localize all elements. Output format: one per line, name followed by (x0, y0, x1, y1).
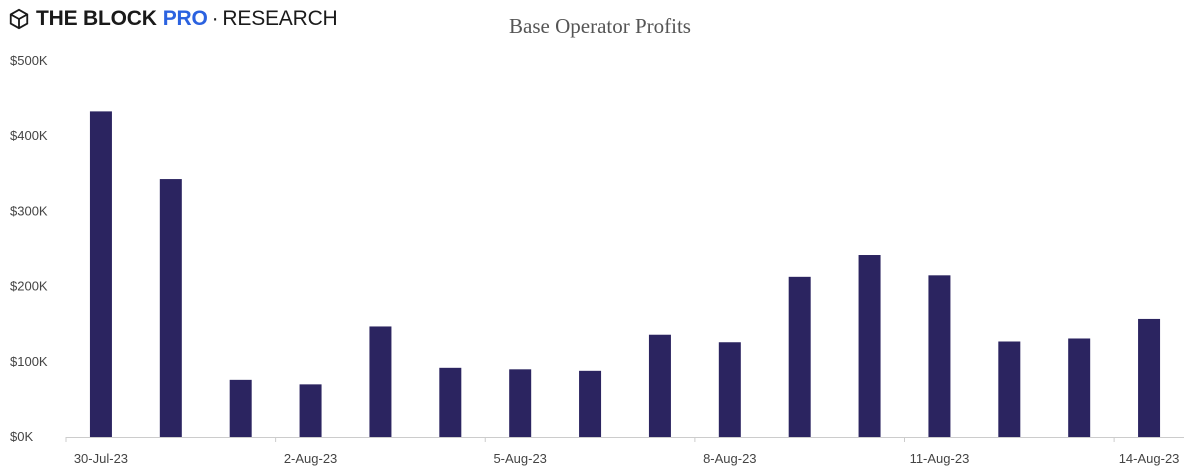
bar (159, 179, 182, 437)
brand-name: THE BLOCK PRO · RESEARCH (36, 7, 338, 31)
y-tick-label: $300K (10, 203, 48, 218)
brand-pro: PRO (162, 7, 208, 30)
bar (369, 326, 392, 437)
chart-title: Base Operator Profits (509, 14, 691, 38)
x-tick-label: 5-Aug-23 (493, 451, 546, 466)
y-axis-ticks: $0K $100K $200K $300K $400K $500K (10, 53, 48, 444)
x-axis-ticks: 30-Jul-23 2-Aug-23 5-Aug-23 8-Aug-23 11-Aug-… (65, 437, 1180, 466)
bar (718, 342, 741, 437)
bar (788, 276, 811, 437)
brand-header: THE BLOCK PRO · RESEARCH (8, 6, 338, 32)
bar (89, 111, 112, 437)
bar (229, 379, 252, 437)
x-tick-label: 2-Aug-23 (284, 451, 337, 466)
bar (579, 370, 602, 437)
y-tick-label: $100K (10, 354, 48, 369)
x-tick-label: 11-Aug-23 (910, 451, 970, 466)
bars (89, 111, 1161, 437)
bar (299, 384, 322, 437)
x-tick-label: 30-Jul-23 (74, 451, 128, 466)
hexagon-cube-icon (9, 8, 29, 30)
bar (648, 334, 671, 437)
bar (928, 275, 951, 437)
y-tick-label: $200K (10, 279, 48, 294)
y-tick-label: $0K (10, 429, 33, 444)
bar (858, 255, 881, 437)
brand-research: RESEARCH (222, 7, 338, 30)
bar (1138, 318, 1161, 437)
bar (439, 367, 462, 437)
brand-separator: · (211, 7, 219, 30)
bar (509, 369, 532, 437)
bar (998, 341, 1021, 437)
y-tick-label: $500K (10, 53, 48, 68)
x-tick-label: 8-Aug-23 (703, 451, 756, 466)
y-tick-label: $400K (10, 128, 48, 143)
bar (1068, 338, 1091, 437)
brand-main: THE BLOCK (36, 7, 157, 30)
x-tick-label: 14-Aug-23 (1119, 451, 1180, 466)
